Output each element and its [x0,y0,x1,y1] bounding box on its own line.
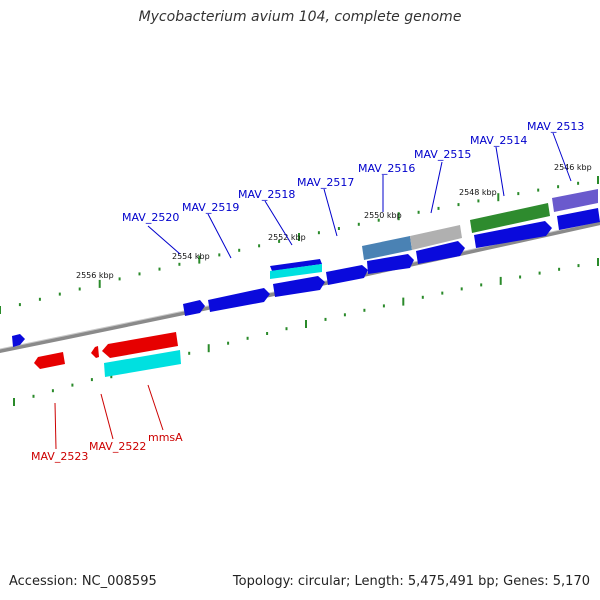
forward-gene-arrow[interactable] [208,288,270,312]
leader-line [264,200,293,246]
leader-line [147,384,164,431]
forward-gene-arrow[interactable] [367,254,414,274]
cds-feature-mmsa[interactable] [104,350,181,377]
leader-line [495,146,505,197]
forward-gene-arrow[interactable] [557,208,600,230]
gene-label: mmsA [148,431,183,444]
gene-label: MAV_2523 [31,450,88,463]
reverse-gene-arrow[interactable] [91,346,99,358]
gene-feature-mav-2518[interactable] [270,259,322,271]
leader-line [430,161,443,214]
leader-line [552,132,572,182]
reverse-genes [34,332,181,377]
gene-label: MAV_2515 [414,148,471,161]
cds-feature-mav-2518[interactable] [270,264,322,279]
forward-gene-arrow[interactable] [416,241,465,264]
gene-label: MAV_2522 [89,440,146,453]
leader-line [147,225,181,255]
forward-genes [12,208,600,347]
genome-title: Mycobacterium avium 104, complete genome [138,9,462,25]
kbp-label: 2548 kbp [459,188,497,197]
forward-gene-arrow[interactable] [183,300,205,316]
gene-label: MAV_2513 [527,120,584,133]
gene-feature-mav-2515[interactable] [410,225,462,250]
forward-leader-lines [147,132,572,259]
leader-line [54,402,57,450]
gene-label: MAV_2514 [470,134,527,147]
gene-label: MAV_2519 [182,201,239,214]
gene-label: MAV_2520 [122,211,179,224]
gene-feature-mav-2516[interactable] [362,236,412,260]
forward-gene-arrow[interactable] [273,276,325,297]
feature-track-upper [270,189,598,279]
leader-line [207,213,232,259]
reverse-leader-lines [54,384,164,450]
forward-gene-arrow[interactable] [326,265,368,285]
gene-label: MAV_2516 [358,162,415,175]
forward-gene-arrow[interactable] [474,221,552,248]
kbp-label: 2554 kbp [172,252,210,261]
accession-text: Accession: NC_008595 [9,574,157,589]
genome-summary-text: Topology: circular; Length: 5,475,491 bp… [232,574,590,589]
leader-line [323,188,338,237]
gene-feature-mav-2514[interactable] [470,203,550,233]
reverse-gene-arrow[interactable] [34,352,65,369]
kbp-label: 2546 kbp [554,163,592,172]
tick-row-upper [0,176,599,314]
leader-line [100,393,114,440]
reverse-gene-arrow[interactable] [102,332,178,358]
kbp-label: 2550 kbp [364,211,402,220]
forward-gene-arrow[interactable] [12,334,25,347]
gene-feature-mav-2513[interactable] [552,189,598,212]
gene-label: MAV_2517 [297,176,354,189]
gene-label: MAV_2518 [238,188,295,201]
kbp-label: 2556 kbp [76,271,114,280]
